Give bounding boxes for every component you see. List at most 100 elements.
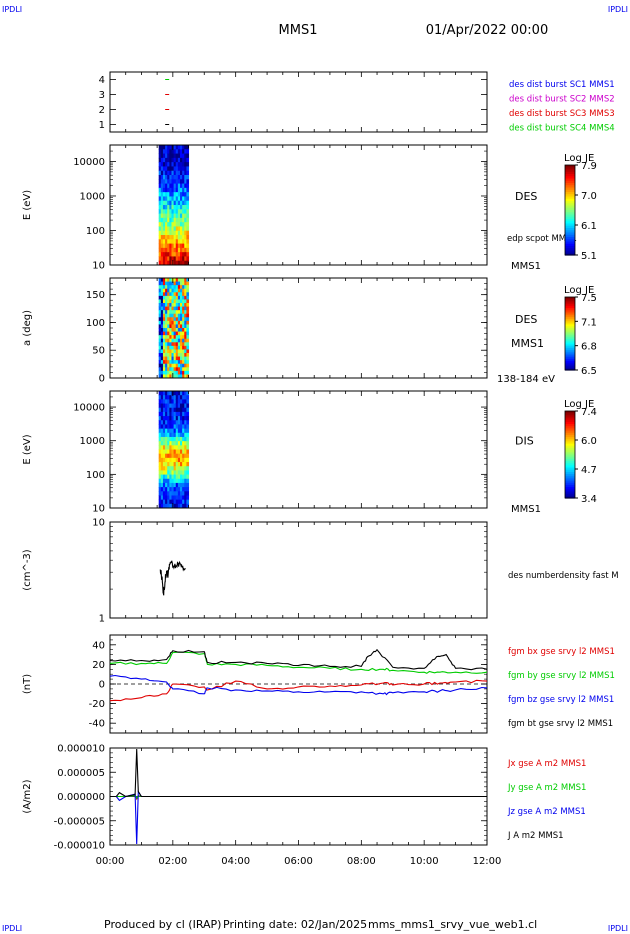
spectrogram-cell [169,217,172,223]
corner-tag-top-right: IPDLI [608,5,628,14]
series-line [115,789,487,845]
spectrogram-cell [182,399,185,405]
spectrogram-cell [180,256,183,262]
spectrogram-cell [186,503,190,509]
spectrogram-cell [167,482,170,488]
colorbar-cell [565,185,575,189]
legend-entry: Jx gse A m2 MMS1 [507,759,586,769]
spectrogram-cell [186,252,190,257]
spectrogram-cell [169,491,172,496]
spectrogram-cell [175,200,179,206]
spectrogram-cell [165,349,168,354]
spectrogram-cell [184,196,187,202]
colorbar-cell [565,228,575,231]
spectrogram-cell [177,183,181,189]
spectrogram-cell [180,230,183,236]
spectrogram-cell [180,320,183,325]
spectrogram-cell [184,205,187,210]
spectrogram-cell [165,256,168,262]
spectrogram-cell [167,205,170,210]
spectrogram-cell [173,170,177,176]
spectrogram-cell [173,247,177,253]
legend-entry: fgm bz gse srvy l2 MMS1 [508,695,614,705]
spectrogram-cell [173,183,177,189]
spectrogram-cell [186,260,190,266]
spectrogram-cell [186,420,190,425]
spectrogram-cell [162,285,166,290]
spectrogram-cell [162,470,166,476]
colorbar-cell [565,307,575,311]
spectrogram-cell [186,342,190,347]
spectrogram-cell [171,399,175,405]
spectrogram-cell [184,335,187,340]
spectrogram-cell [171,281,175,286]
spectrogram-cell [180,145,183,150]
spectrogram-cell [167,491,170,496]
spectrogram-cell [165,449,168,455]
spectrogram-cell [175,170,179,176]
spectrogram-cell [186,324,190,329]
spectrogram-cell [158,285,162,290]
spectrogram-cell [165,466,168,471]
spectrogram-cell [169,239,172,245]
y-tick-label: 0 [99,374,105,385]
colorbar-cell [565,421,575,425]
spectrogram-cell [182,395,185,400]
spectrogram-cell [158,278,162,283]
corner-tag-bottom-left: IPDLI [2,924,22,933]
spectrogram-cell [186,499,190,505]
spectrogram-cell [186,175,190,180]
spectrogram-cell [173,162,177,167]
colorbar-cell [565,443,575,447]
spectrogram-cell [182,356,185,361]
spectrogram-cell [173,338,177,343]
spectrogram-cell [158,145,162,150]
spectrogram-cell [184,491,187,496]
spectrogram-cell [169,499,172,505]
spectrogram-cell [165,162,168,167]
spectrogram-cell [165,205,168,210]
spectrogram-cell [173,499,177,505]
panel-side-label: DES [515,190,537,203]
spectrogram-cell [177,331,181,336]
spectrogram-cell [180,285,183,290]
spectrogram-cell [165,192,168,197]
spectrogram-cell [171,367,175,372]
spectrogram-cell [160,200,164,206]
spectrogram-cell [160,441,164,446]
spectrogram-cell [160,175,164,180]
spectrogram-cell [160,306,164,311]
colorbar-cell [565,441,575,445]
spectrogram-cell [158,353,162,358]
spectrogram-cell [158,299,162,304]
spectrogram-cell [173,281,177,286]
spectrogram-cell [160,183,164,189]
colorbar-cell [565,424,575,427]
spectrogram-cell [186,416,190,421]
colorbar-cell [565,192,575,195]
spectrogram-cell [175,338,179,343]
spectrogram-cell [184,313,187,318]
spectrogram-cell [180,374,183,379]
spectrogram-cell [180,441,183,446]
spectrogram-cell [175,495,179,501]
spectrogram-cell [160,247,164,253]
spectrogram-cell [182,391,185,396]
spectrogram-cell [175,453,179,459]
spectrogram-cell [175,449,179,455]
spectrogram-cell [177,391,181,396]
spectrogram-cell [171,495,175,501]
colorbar-cell [565,456,575,460]
spectrogram-cell [171,149,175,155]
spectrogram-cell [186,278,190,283]
spectrogram-cell [182,338,185,343]
spectrogram-cell [175,370,179,375]
spectrogram-cell [162,424,166,430]
spectrogram-cell [160,342,164,347]
spectrogram-cell [158,474,162,480]
spectrogram-cell [158,436,162,442]
spectrogram-cell [160,353,164,358]
spectrogram-cell [182,436,185,442]
spectrogram-cell [184,295,187,300]
spectrogram-cell [167,235,170,240]
